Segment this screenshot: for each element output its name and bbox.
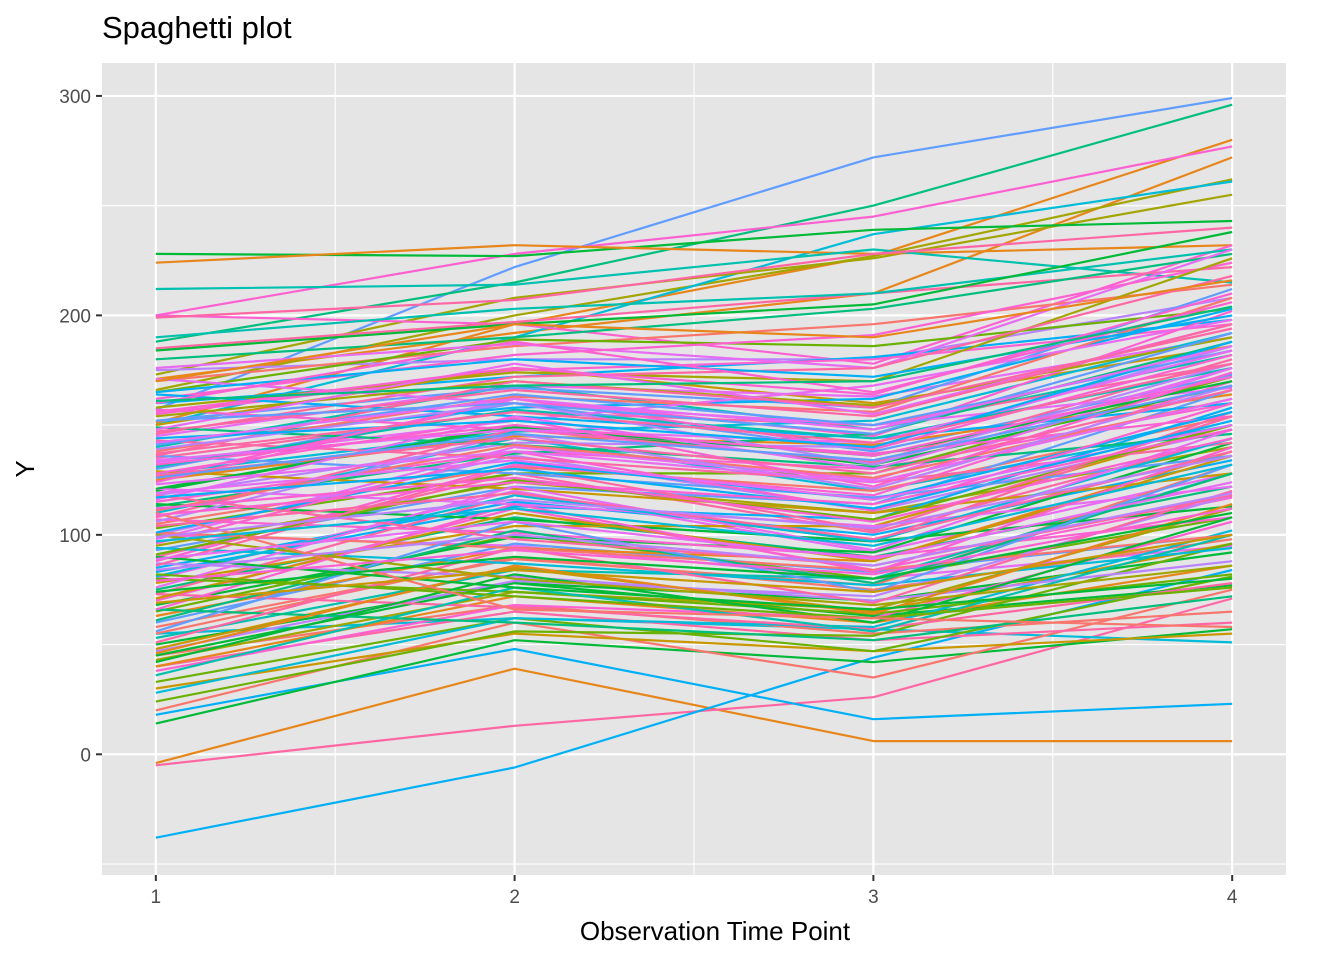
series-line-159 (155, 454, 1233, 539)
series-line-7 (155, 180, 1233, 427)
y-axis-title: Y (10, 460, 40, 477)
axis-ticks (96, 94, 1234, 881)
series-line-139 (155, 340, 1233, 449)
y-tick-label: 0 (80, 745, 91, 766)
series-line-131 (155, 533, 1233, 607)
series-line-134 (155, 511, 1233, 629)
series-lines (155, 97, 1233, 839)
series-line-158 (155, 428, 1233, 517)
series-line-147 (155, 463, 1233, 547)
series-line-10 (155, 244, 1233, 264)
series-line-86 (155, 529, 1233, 694)
series-line-157 (155, 384, 1233, 479)
x-tick-label: 4 (1227, 887, 1238, 908)
series-line-58 (155, 230, 1233, 352)
series-line-106 (155, 301, 1233, 405)
series-line-110 (155, 327, 1233, 457)
series-line-133 (155, 573, 1233, 620)
series-line-122 (155, 428, 1233, 589)
y-tick-label: 300 (59, 87, 91, 108)
x-tick-label: 3 (868, 887, 879, 908)
series-line-57 (155, 248, 1233, 339)
series-line-56 (155, 226, 1233, 319)
series-line-160 (155, 511, 1233, 593)
series-line-103 (155, 595, 1233, 642)
series-line-161 (155, 533, 1233, 604)
series-line-144 (155, 424, 1233, 501)
series-line-11 (155, 248, 1233, 291)
series-line-150 (155, 507, 1233, 582)
series-line-4 (155, 145, 1233, 317)
y-tick-labels: 0 100 200 300 (59, 87, 91, 766)
x-tick-label: 2 (509, 887, 520, 908)
series-line-141 (155, 331, 1233, 435)
series-line-116 (155, 384, 1233, 523)
chart-title: Spaghetti plot (102, 10, 292, 45)
series-line-154 (155, 375, 1233, 466)
series-line-104 (155, 279, 1233, 383)
series-line-132 (155, 555, 1233, 611)
series-line-27 (155, 252, 1233, 361)
series-line-155 (155, 362, 1233, 455)
y-tick-label: 100 (59, 526, 91, 547)
series-line-149 (155, 492, 1233, 572)
series-line-29 (155, 283, 1233, 383)
series-line-148 (155, 481, 1233, 561)
series-line-87 (155, 542, 1233, 703)
series-line-20 (155, 632, 1233, 690)
series-line-153 (155, 419, 1233, 510)
series-line-112 (155, 353, 1233, 479)
series-line-146 (155, 450, 1233, 541)
x-axis-title: Observation Time Point (580, 916, 851, 946)
series-line-35 (155, 353, 1233, 449)
series-line-43 (155, 428, 1233, 536)
series-line-128 (155, 503, 1233, 655)
series-line-143 (155, 305, 1233, 403)
series-line-30 (155, 307, 1233, 394)
series-line-152 (155, 397, 1233, 486)
series-line-12 (155, 667, 1233, 765)
x-tick-label: 1 (151, 887, 162, 908)
x-tick-labels: 1 2 3 4 (151, 887, 1238, 908)
series-line-156 (155, 345, 1233, 444)
series-line-130 (155, 533, 1233, 677)
series-line-102 (155, 582, 1233, 631)
series-line-96 (155, 503, 1233, 543)
series-line-93 (155, 454, 1233, 499)
y-tick-label: 200 (59, 306, 91, 327)
series-line-145 (155, 437, 1233, 523)
